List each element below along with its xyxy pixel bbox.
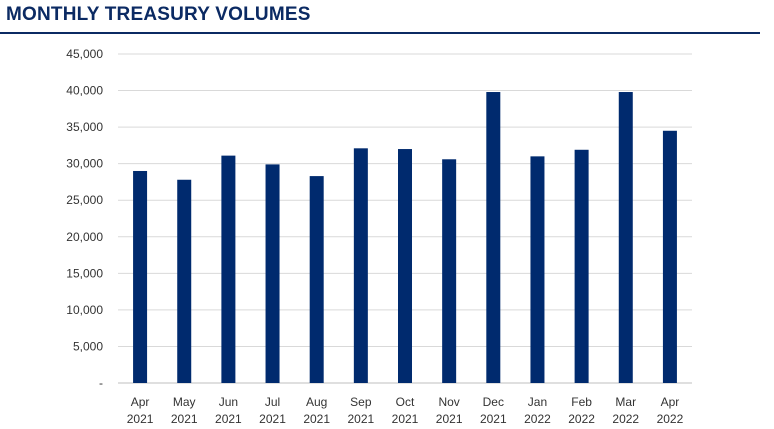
x-tick-year: 2021	[127, 412, 154, 426]
x-tick-month: Mar	[615, 395, 636, 409]
y-tick-label: 5,000	[73, 339, 103, 353]
y-tick-label: 15,000	[66, 266, 103, 280]
bar	[353, 148, 368, 383]
x-tick-year: 2021	[303, 412, 330, 426]
x-tick-year: 2021	[215, 412, 242, 426]
y-tick-label: 25,000	[66, 193, 103, 207]
y-axis-ticks: - 5,000 10,000 15,000 20,000 25,000 30,000 35,0…	[66, 47, 103, 390]
x-tick-month: Dec	[483, 395, 504, 409]
x-tick-year: 2022	[568, 412, 595, 426]
x-tick-month: Nov	[438, 395, 459, 409]
x-tick-month: Jan	[528, 395, 547, 409]
chart-title: MONTHLY TREASURY VOLUMES	[6, 4, 311, 25]
x-tick-month: Apr	[661, 395, 680, 409]
bar	[309, 176, 324, 383]
bar	[442, 159, 457, 383]
x-tick-year: 2021	[347, 412, 374, 426]
bar	[530, 156, 545, 383]
y-tick-label: 10,000	[66, 303, 103, 317]
y-tick-label: 35,000	[66, 120, 103, 134]
y-tick-label: 45,000	[66, 47, 103, 61]
bar	[486, 92, 501, 384]
bar	[398, 149, 412, 383]
x-tick-month: Jul	[265, 395, 280, 409]
title-underline	[0, 32, 760, 34]
x-tick-month: Feb	[571, 395, 592, 409]
bar	[177, 179, 192, 383]
bars	[133, 92, 677, 384]
x-tick-month: Aug	[306, 395, 327, 409]
x-tick-month: Sep	[350, 395, 372, 409]
y-tick-label: 40,000	[66, 84, 103, 98]
x-tick-year: 2021	[392, 412, 419, 426]
x-tick-month: Apr	[131, 395, 150, 409]
y-tick-label: -	[99, 376, 103, 390]
x-tick-year: 2021	[259, 412, 286, 426]
x-tick-month: Oct	[396, 395, 415, 409]
x-tick-month: May	[173, 395, 196, 409]
x-tick-month: Jun	[219, 395, 238, 409]
y-tick-label: 20,000	[66, 230, 103, 244]
bar	[574, 149, 589, 383]
bar	[662, 130, 677, 383]
x-tick-year: 2021	[171, 412, 198, 426]
x-tick-year: 2021	[480, 412, 507, 426]
x-axis-ticks: Apr 2021 May 2021 Jun 2021 Jul 2021 Aug 2021 Sep 20…	[127, 395, 684, 426]
y-tick-label: 30,000	[66, 157, 103, 171]
x-tick-year: 2022	[657, 412, 684, 426]
x-tick-year: 2022	[524, 412, 551, 426]
bar	[221, 155, 236, 383]
bar	[265, 164, 280, 383]
bar	[618, 92, 633, 384]
bar	[133, 170, 148, 383]
x-tick-year: 2021	[436, 412, 463, 426]
x-tick-year: 2022	[612, 412, 639, 426]
